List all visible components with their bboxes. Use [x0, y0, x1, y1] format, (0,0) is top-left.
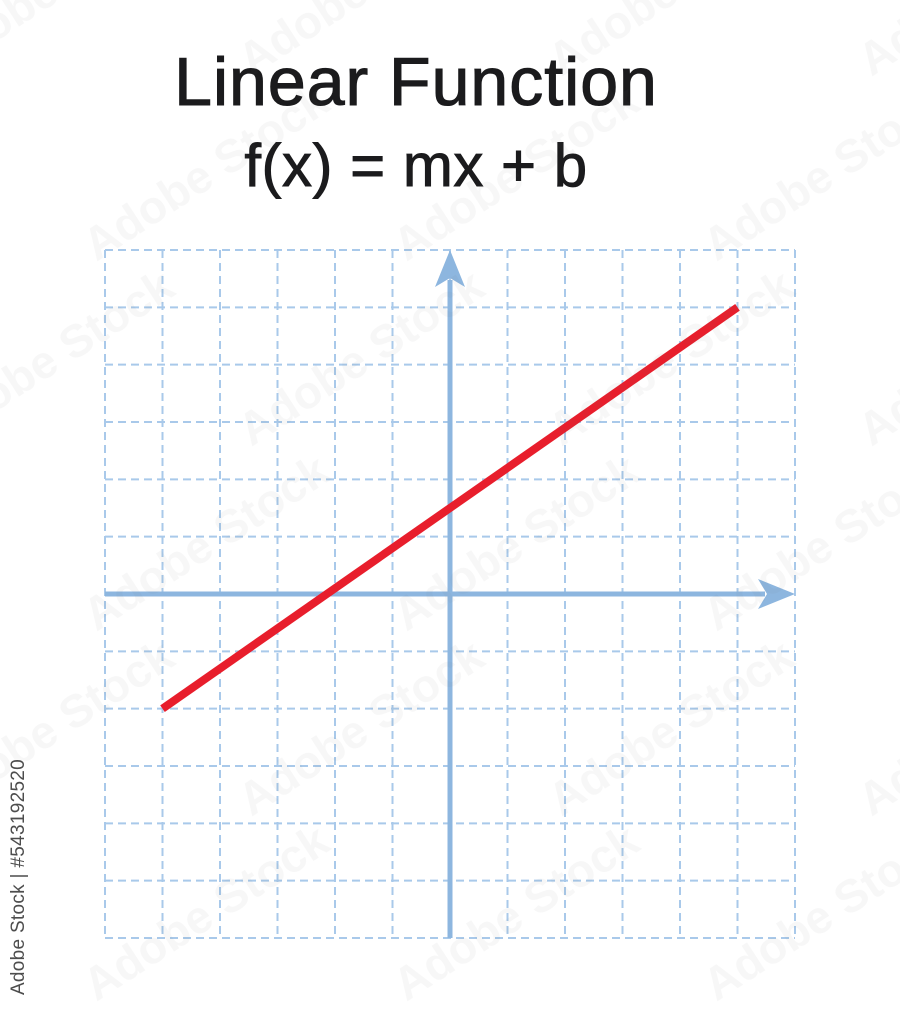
watermark-tile: Adobe Stock: [848, 629, 900, 826]
x-axis-arrow-icon: [758, 579, 795, 609]
watermark-tile: Adobe Stock: [848, 0, 900, 86]
y-axis-arrow-icon: [435, 250, 465, 287]
function-line: [160, 304, 740, 712]
watermark-tile: Adobe Stock: [848, 259, 900, 456]
formula-text: f(x) = mx + b: [244, 132, 588, 200]
stock-watermark-sidebar: Adobe Stock | #543192520: [8, 758, 29, 996]
title-block: Linear Function f(x) = mx + b: [0, 43, 832, 206]
page-title: Linear Function: [174, 43, 658, 120]
function-graph: [104, 249, 796, 939]
